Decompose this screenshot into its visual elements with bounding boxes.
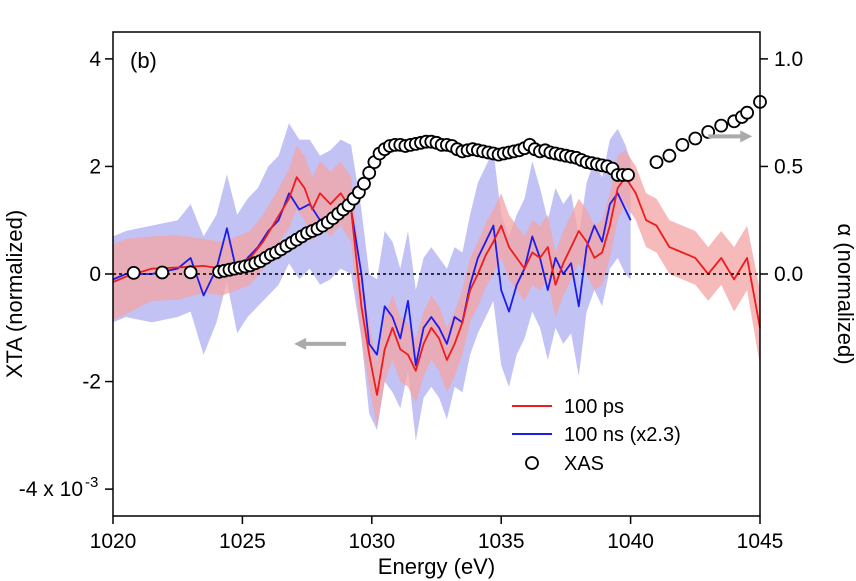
xas-point [662, 148, 677, 163]
x-tick-label: 1040 [607, 530, 654, 553]
legend: 100 ps 100 ns (x2.3) XAS [512, 396, 681, 475]
y-left-tick-label: -4 x 10 [19, 478, 83, 501]
line-100ns [112, 192, 632, 367]
y-right-tick-label: 1.0 [774, 48, 803, 71]
y-right-tick-label: 0.0 [774, 263, 803, 286]
xas-point [183, 265, 198, 280]
y-left-exponent: -3 [85, 474, 98, 491]
legend-swatch-xas [525, 456, 539, 470]
y-axis-right-title: α (normalized) [833, 223, 856, 364]
legend-label-100ns: 100 ns (x2.3) [564, 424, 681, 446]
legend-label-100ps: 100 ps [564, 396, 624, 418]
y-left-tick-label: 4 [89, 48, 101, 71]
arrowhead-left [294, 337, 307, 350]
x-axis-title: Energy (eV) [378, 554, 495, 579]
x-tick-label: 1045 [737, 530, 784, 553]
line-100ps [112, 176, 761, 396]
x-tick-label: 1035 [478, 530, 525, 553]
arrowhead-right [740, 130, 753, 143]
x-tick-label: 1025 [219, 530, 266, 553]
xas-point [357, 176, 371, 191]
uncertainty-bands [113, 123, 760, 441]
axis-arrows [294, 130, 753, 350]
xas-point [688, 131, 703, 146]
band-100ns [113, 123, 631, 441]
xas-point [714, 118, 729, 133]
x-tick-label: 1030 [348, 530, 395, 553]
xas-markers [126, 95, 767, 280]
axis-ticks: 1020 1025 1030 1035 1040 1045 4 2 0 -2 -4 x 10 -3 1.… [19, 48, 803, 553]
y-axis-left-title: XTA (normalized) [2, 210, 27, 378]
xas-point [675, 137, 690, 152]
y-left-tick-label: 0 [89, 263, 101, 286]
y-right-tick-label: 0.5 [774, 155, 803, 178]
band-100ps [113, 144, 760, 428]
y-left-tick-label: 2 [89, 155, 101, 178]
xas-point [362, 165, 377, 180]
legend-label-xas: XAS [564, 453, 604, 475]
series-lines [112, 176, 761, 396]
xas-point [155, 265, 170, 280]
xas-point [126, 265, 141, 280]
panel-label: (b) [130, 48, 157, 73]
xas-point [621, 168, 635, 182]
x-tick-label: 1020 [90, 530, 137, 553]
xas-point [649, 155, 664, 170]
y-left-tick-label: -2 [82, 371, 101, 394]
xas-point [740, 105, 754, 120]
